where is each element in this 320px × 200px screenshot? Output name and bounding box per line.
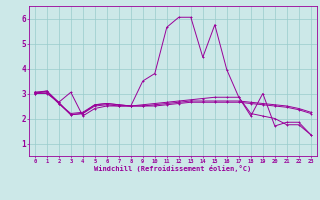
X-axis label: Windchill (Refroidissement éolien,°C): Windchill (Refroidissement éolien,°C) — [94, 165, 252, 172]
